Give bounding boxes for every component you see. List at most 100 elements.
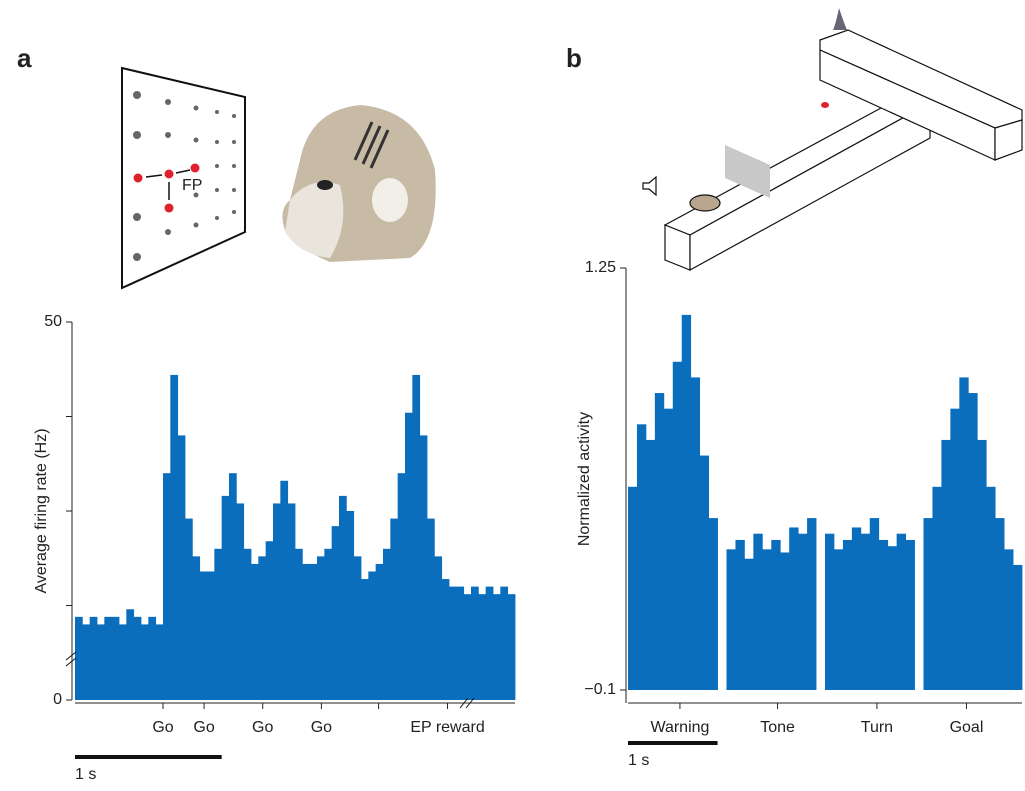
bar (185, 518, 193, 700)
bar (735, 539, 745, 690)
bar (192, 556, 201, 700)
axis-break (459, 697, 475, 709)
bar (1004, 549, 1014, 690)
bar (878, 539, 889, 690)
bar (207, 571, 215, 700)
bar (324, 548, 333, 700)
bar (397, 473, 406, 700)
bar (950, 408, 960, 690)
bar (280, 480, 289, 700)
bar (229, 473, 237, 700)
bar (390, 518, 399, 700)
bar (1013, 564, 1023, 690)
bar (265, 541, 274, 700)
bar (456, 586, 465, 700)
bar (199, 571, 208, 700)
x-tick-label: Warning (650, 719, 709, 736)
y-tick-label: 1.25 (585, 259, 616, 276)
bar (309, 563, 318, 700)
bar (753, 533, 763, 690)
bar (493, 594, 501, 700)
bar (89, 616, 98, 700)
bar (500, 586, 509, 700)
bar (412, 374, 421, 700)
bar (361, 579, 369, 700)
bar (941, 439, 951, 690)
bar (383, 548, 391, 700)
bar (148, 616, 157, 700)
bar (636, 424, 647, 690)
bar (236, 503, 245, 700)
bar (419, 435, 428, 700)
bar (214, 548, 223, 700)
bar (798, 533, 808, 690)
bar (860, 533, 871, 690)
bar (628, 486, 638, 690)
bar (141, 624, 149, 700)
bar (842, 539, 853, 690)
bar (97, 624, 105, 700)
bar (243, 548, 252, 700)
bar (478, 594, 487, 700)
bar (251, 563, 259, 700)
bar (133, 616, 142, 700)
x-tick-label: EP reward (410, 719, 484, 736)
bar (825, 533, 835, 690)
bar (375, 563, 384, 700)
y-axis-label: Normalized activity (576, 412, 593, 546)
x-tick-label: Tone (760, 719, 795, 736)
bar (295, 548, 303, 700)
bar (427, 518, 435, 700)
bar (726, 549, 736, 690)
monkey-illustration (282, 105, 436, 262)
bar (119, 624, 127, 700)
y-tick-label: 0 (53, 691, 62, 708)
bar (986, 486, 996, 690)
bar (977, 439, 987, 690)
bar (869, 518, 880, 690)
bar (104, 616, 113, 700)
bar (807, 518, 817, 690)
bar (317, 556, 325, 700)
bar (339, 495, 347, 700)
bar (463, 594, 472, 700)
bar (771, 539, 781, 690)
axis-break (65, 651, 77, 667)
bar (471, 586, 479, 700)
bar (932, 486, 942, 690)
bar (346, 511, 355, 700)
bar (368, 571, 377, 700)
bar (833, 549, 844, 690)
bar (485, 586, 494, 700)
bar (959, 377, 969, 690)
bar (663, 408, 674, 690)
y-tick-label: −0.1 (584, 681, 616, 698)
bar (887, 546, 898, 690)
bar (75, 616, 83, 700)
x-tick-label: Go (311, 719, 332, 736)
bar (155, 624, 164, 700)
y-axis-label: Average firing rate (Hz) (33, 428, 50, 593)
bar (762, 549, 772, 690)
x-tick-label: Go (152, 719, 173, 736)
y-tick-label: 50 (44, 313, 62, 330)
bar (441, 579, 450, 700)
bar (681, 314, 692, 690)
screen-diagram: FP (121, 66, 246, 290)
bar (302, 563, 311, 700)
bar (126, 609, 135, 700)
bar (995, 518, 1005, 690)
bar (968, 393, 978, 690)
bar (896, 533, 906, 690)
bar (221, 495, 230, 700)
scale-bar-label: 1 s (628, 752, 649, 769)
bar (177, 435, 186, 700)
bar (708, 518, 718, 690)
bar (690, 377, 701, 690)
panel-label: b (566, 43, 582, 73)
bar (851, 527, 862, 690)
scale-bar-label: 1 s (75, 766, 96, 783)
x-tick-label: Goal (950, 719, 984, 736)
bar (905, 539, 915, 690)
